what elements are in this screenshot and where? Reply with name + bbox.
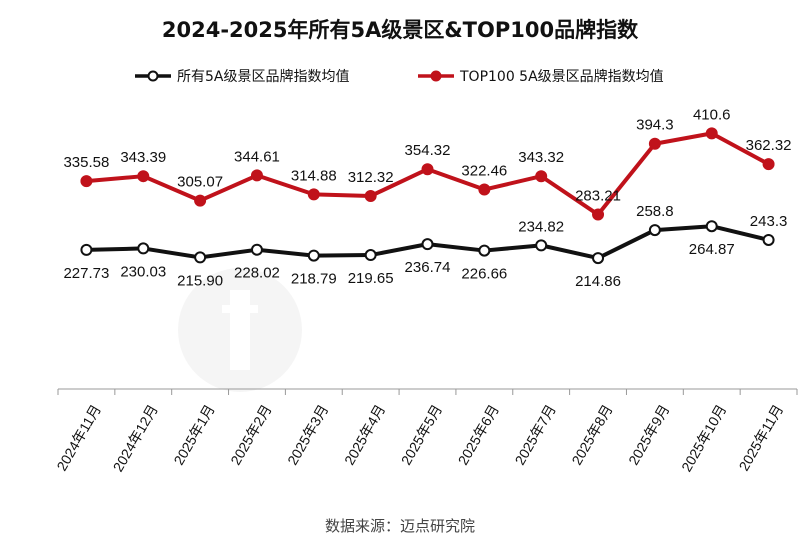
data-label: 354.32 — [405, 142, 451, 159]
legend-item: TOP100 5A级景区品牌指数均值 — [418, 68, 664, 85]
data-label: 410.6 — [693, 106, 731, 123]
data-label: 243.3 — [750, 213, 788, 230]
x-tick-label: 2024年12月 — [110, 402, 161, 475]
data-label: 228.02 — [234, 265, 280, 282]
data-point — [307, 249, 320, 262]
data-point — [194, 194, 207, 207]
data-point — [762, 233, 775, 246]
data-label: 227.73 — [63, 265, 109, 282]
data-label: 236.74 — [405, 259, 451, 276]
x-tick-label: 2025年9月 — [625, 402, 672, 468]
data-label: 219.65 — [348, 270, 394, 287]
data-label: 230.03 — [120, 263, 166, 280]
data-label: 218.79 — [291, 271, 337, 288]
data-point — [421, 238, 434, 251]
data-point — [592, 252, 605, 265]
data-point — [705, 127, 718, 140]
x-tick-label: 2024年11月 — [53, 402, 104, 474]
data-label: 215.90 — [177, 272, 223, 289]
watermark-logo — [178, 268, 302, 392]
data-point — [592, 208, 605, 221]
data-point — [364, 249, 377, 262]
legend-marker — [430, 70, 442, 82]
x-tick-label: 2025年7月 — [511, 402, 558, 468]
data-label: 214.86 — [575, 273, 621, 290]
data-point — [194, 251, 207, 264]
data-label: 264.87 — [689, 241, 735, 258]
x-tick-label: 2025年8月 — [568, 402, 615, 468]
data-label: 226.66 — [461, 266, 507, 283]
x-tick-label: 2025年6月 — [455, 402, 502, 468]
data-point — [478, 183, 491, 196]
data-label: 305.07 — [177, 174, 223, 191]
data-label: 343.32 — [518, 149, 564, 166]
data-label: 335.58 — [63, 154, 109, 171]
x-tick-label: 2025年1月 — [170, 402, 217, 468]
legend-label: 所有5A级景区品牌指数均值 — [177, 68, 349, 85]
data-label: 343.39 — [120, 149, 166, 166]
data-point — [137, 242, 150, 255]
data-label: 314.88 — [291, 167, 337, 184]
data-label: 234.82 — [518, 218, 564, 235]
data-label: 283.21 — [575, 188, 621, 205]
x-tick-label: 2025年11月 — [735, 402, 786, 474]
legend-item: 所有5A级景区品牌指数均值 — [135, 68, 349, 85]
data-point — [648, 137, 661, 150]
chart-title: 2024-2025年所有5A级景区&TOP100品牌指数 — [161, 18, 639, 42]
data-label: 344.61 — [234, 148, 280, 165]
data-point — [421, 163, 434, 176]
data-label: 362.32 — [746, 137, 792, 154]
legend-label: TOP100 5A级景区品牌指数均值 — [459, 68, 664, 85]
x-tick-label: 2025年10月 — [678, 402, 729, 475]
data-point — [705, 220, 718, 233]
data-label: 258.8 — [636, 203, 674, 220]
data-point — [137, 170, 150, 183]
x-tick-label: 2025年3月 — [284, 402, 331, 468]
data-point — [80, 175, 93, 188]
data-point — [762, 158, 775, 171]
source-note: 数据来源：迈点研究院 — [324, 517, 475, 535]
data-label: 394.3 — [636, 117, 674, 134]
data-point — [478, 244, 491, 257]
legend-marker — [147, 70, 159, 82]
data-point — [80, 243, 93, 256]
x-tick-label: 2025年5月 — [398, 402, 445, 468]
data-point — [535, 239, 548, 252]
data-label: 312.32 — [348, 169, 394, 186]
x-tick-label: 2025年2月 — [227, 402, 274, 468]
data-point — [648, 224, 661, 237]
data-point — [307, 188, 320, 201]
data-label: 322.46 — [461, 163, 507, 180]
data-point — [535, 170, 548, 183]
x-tick-label: 2025年4月 — [341, 402, 388, 468]
data-point — [364, 189, 377, 202]
data-point — [250, 169, 263, 182]
data-point — [250, 243, 263, 256]
